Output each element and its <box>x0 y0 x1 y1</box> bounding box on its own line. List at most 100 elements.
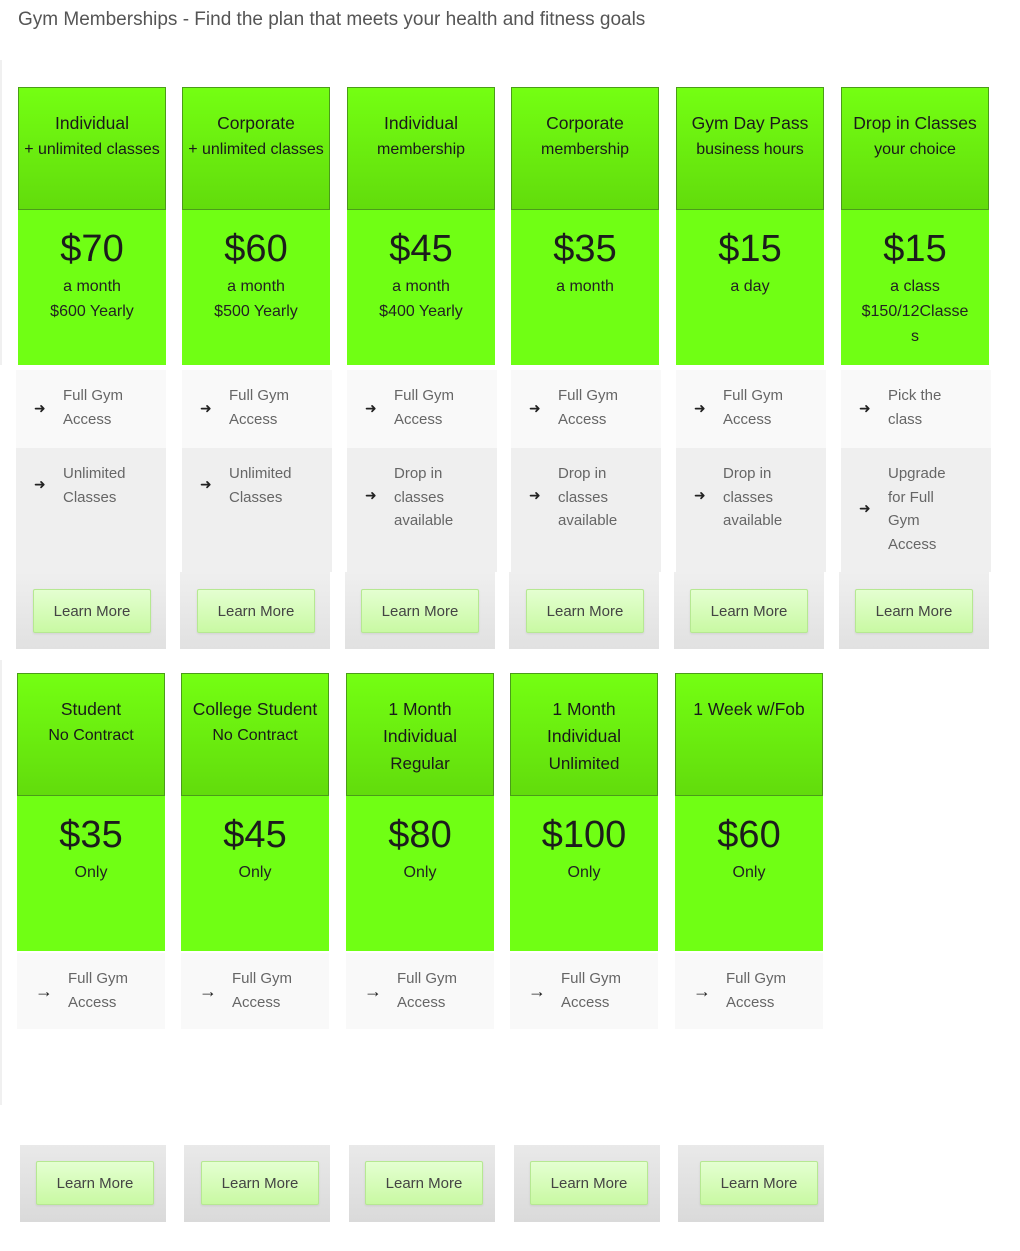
plan-subtitle: your choice <box>874 141 956 158</box>
feature-text: Full Gym Access <box>232 970 292 1011</box>
plan-price: $45 <box>389 228 453 270</box>
plan-period: Only <box>74 864 108 881</box>
feature-text: Full Gym Access <box>63 387 123 428</box>
learn-more-button[interactable]: Learn More <box>197 589 315 633</box>
arrow-right-icon: ➜ <box>200 400 212 416</box>
plan-yearly-price: $150/12Classes <box>861 303 969 345</box>
plan-subtitle: membership <box>540 141 630 158</box>
feature-item: → Full Gym Access <box>17 953 165 1029</box>
feature-text: Full Gym Access <box>68 970 128 1011</box>
plan-header: 1 Month Individual Unlimited <box>510 673 658 796</box>
arrow-right-icon: ➜ <box>859 500 871 516</box>
plan-title: 1 Week w/Fob <box>693 699 805 719</box>
feature-item: → Full Gym Access <box>181 953 329 1029</box>
learn-more-button[interactable]: Learn More <box>530 1161 648 1205</box>
plan-title: Individual <box>55 113 129 133</box>
left-divider-bottom <box>0 660 2 1105</box>
plan-card-corporate-unlimited-classes: Corporate + unlimited classes $60 a month $5… <box>180 87 332 649</box>
feature-item: ➜ Pick the class <box>841 370 991 448</box>
feature-text: Drop in classes available <box>723 465 783 529</box>
plan-card-1-month-unlimited: 1 Month Individual Unlimited $100 Only → Full … <box>510 673 658 1029</box>
page-title: Gym Memberships - Find the plan that mee… <box>18 9 646 30</box>
plan-subtitle: Individual <box>547 726 621 746</box>
learn-more-button[interactable]: Learn More <box>526 589 644 633</box>
price-box: $15 a class $150/12Classes <box>841 210 989 365</box>
plan-header: Student No Contract <box>17 673 165 796</box>
arrow-right-icon: ➜ <box>34 400 46 416</box>
arrow-right-icon: → <box>199 981 217 1001</box>
price-box: $45 a month $400 Yearly <box>347 210 495 365</box>
plan-header: Individual + unlimited classes <box>18 87 166 210</box>
plan-header: Corporate membership <box>511 87 659 210</box>
plan-price: $35 <box>553 228 617 270</box>
plan-price: $100 <box>541 814 627 856</box>
price-box: $15 a day <box>676 210 824 365</box>
price-box: $100 Only <box>510 796 658 951</box>
plan-title: Individual <box>384 113 458 133</box>
arrow-right-icon: ➜ <box>365 487 377 503</box>
plan-header: Corporate + unlimited classes <box>182 87 330 210</box>
plan-yearly-price: $500 Yearly <box>214 303 298 320</box>
plan-price: $70 <box>60 228 124 270</box>
plan-subtitle: No Contract <box>48 727 134 744</box>
plan-header: Drop in Classes your choice <box>841 87 989 210</box>
feature-item: ➜ Drop in classes available <box>676 448 826 572</box>
learn-more-button[interactable]: Learn More <box>855 589 973 633</box>
plan-period: Only <box>238 864 272 881</box>
plan-title: 1 Month <box>388 699 452 719</box>
plan-subtitle: business hours <box>696 141 804 158</box>
arrow-right-icon: ➜ <box>365 400 377 416</box>
feature-text: Drop in classes available <box>394 465 454 529</box>
plan-yearly-price: $400 Yearly <box>379 303 463 320</box>
arrow-right-icon: ➜ <box>859 400 871 416</box>
learn-more-button[interactable]: Learn More <box>690 589 808 633</box>
plan-period: Only <box>403 864 437 881</box>
plan-period: Only <box>567 864 601 881</box>
learn-more-button[interactable]: Learn More <box>700 1161 818 1205</box>
learn-more-button[interactable]: Learn More <box>36 1161 154 1205</box>
plan-title: Drop in Classes <box>853 113 977 133</box>
plan-period: a month <box>227 278 285 295</box>
arrow-right-icon: ➜ <box>694 400 706 416</box>
plan-header: College Student No Contract <box>181 673 329 796</box>
feature-text: Full Gym Access <box>723 387 783 428</box>
feature-text: Unlimited Classes <box>229 465 292 506</box>
plan-period: Only <box>732 864 766 881</box>
feature-text: Upgrade for Full Gym Access <box>888 465 946 553</box>
feature-item: ➜ Unlimited Classes <box>16 448 166 572</box>
plan-subtitle: membership <box>376 141 466 158</box>
plan-price: $35 <box>59 814 123 856</box>
plan-period: a month <box>556 278 614 295</box>
plan-price: $60 <box>224 228 288 270</box>
feature-text: Full Gym Access <box>726 970 786 1011</box>
feature-item: ➜ Drop in classes available <box>511 448 661 572</box>
arrow-right-icon: ➜ <box>694 487 706 503</box>
learn-more-button[interactable]: Learn More <box>33 589 151 633</box>
feature-text: Full Gym Access <box>229 387 289 428</box>
price-box: $35 a month <box>511 210 659 365</box>
arrow-right-icon: ➜ <box>34 476 46 492</box>
feature-item: ➜ Full Gym Access <box>676 370 826 448</box>
feature-item: ➜ Full Gym Access <box>16 370 166 448</box>
plan-subtitle: No Contract <box>212 727 298 744</box>
price-box: $70 a month $600 Yearly <box>18 210 166 365</box>
plan-title: Corporate <box>217 113 295 133</box>
feature-text: Full Gym Access <box>397 970 457 1011</box>
learn-more-button[interactable]: Learn More <box>365 1161 483 1205</box>
plan-subtitle-2: Unlimited <box>548 754 620 773</box>
plan-card-drop-in-classes-your-choice: Drop in Classes your choice $15 a class $150… <box>839 87 991 649</box>
plan-price: $60 <box>717 814 781 856</box>
plan-title: Gym Day Pass <box>691 113 809 133</box>
feature-text: Unlimited Classes <box>63 465 126 506</box>
arrow-right-icon: → <box>35 981 53 1001</box>
plan-subtitle-2: Regular <box>390 754 450 773</box>
arrow-right-icon: ➜ <box>529 400 541 416</box>
plan-subtitle: + unlimited classes <box>24 141 160 158</box>
plan-header: Individual membership <box>347 87 495 210</box>
feature-item: ➜ Full Gym Access <box>511 370 661 448</box>
price-box: $60 Only <box>675 796 823 951</box>
learn-more-button[interactable]: Learn More <box>361 589 479 633</box>
price-box: $35 Only <box>17 796 165 951</box>
learn-more-button[interactable]: Learn More <box>201 1161 319 1205</box>
plan-title: College Student <box>192 699 318 719</box>
